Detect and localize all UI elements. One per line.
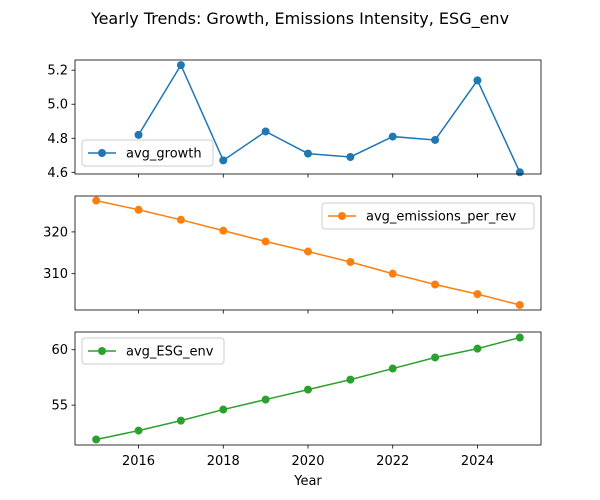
- subplot-1: 4.6 4.8 5.0 5.2 avg_growth: [47, 59, 542, 181]
- data-point: [134, 426, 143, 435]
- subplot-2: 310 320 avg_emissions_per_rev: [43, 195, 542, 314]
- data-point: [176, 215, 185, 224]
- x-tick-label: 2016: [122, 454, 155, 469]
- subplot-3: 55 60 2016 2018 2020 2022 2024 avg_ESG_env: [51, 331, 542, 469]
- y-tick-label: 5.2: [47, 64, 68, 79]
- data-point: [304, 149, 312, 158]
- data-point: [431, 353, 440, 362]
- data-point: [261, 395, 270, 404]
- data-point: [346, 257, 355, 266]
- x-axis-label: Year: [293, 474, 322, 489]
- data-point: [431, 280, 440, 289]
- x-tick-label: 2018: [207, 454, 240, 469]
- data-point: [515, 333, 524, 342]
- legend: avg_emissions_per_rev: [321, 202, 535, 230]
- data-point: [261, 127, 270, 136]
- y-tick-label: 4.6: [47, 166, 68, 181]
- legend-box: [81, 337, 225, 365]
- data-point: [515, 168, 524, 177]
- data-point: [388, 269, 397, 278]
- data-point: [261, 237, 270, 246]
- legend-marker: [98, 149, 106, 157]
- data-point: [346, 375, 355, 384]
- figure-title: Yearly Trends: Growth, Emissions Intensi…: [90, 9, 509, 29]
- data-point: [473, 76, 482, 85]
- data-point: [515, 300, 524, 309]
- legend: avg_ESG_env: [81, 337, 225, 365]
- data-point: [346, 152, 355, 161]
- x-tick-label: 2022: [376, 454, 409, 469]
- y-tick-label: 320: [43, 225, 68, 240]
- series-line-avg_growth: [137, 63, 521, 173]
- y-tick-label: 310: [43, 267, 68, 282]
- data-point: [219, 156, 228, 165]
- data-point: [134, 205, 143, 214]
- data-point: [473, 290, 482, 299]
- y-tick-label: 55: [51, 399, 68, 414]
- data-point: [92, 435, 101, 444]
- y-tick-label: 5.0: [47, 98, 68, 113]
- y-tick-label: 4.8: [47, 132, 68, 147]
- legend-box: [321, 202, 535, 230]
- data-point: [431, 135, 440, 144]
- x-tick-label: 2020: [291, 454, 324, 469]
- data-point: [219, 226, 228, 235]
- legend-marker: [338, 212, 346, 220]
- y-tick-label: 60: [51, 343, 68, 358]
- legend: avg_growth: [81, 139, 214, 167]
- legend-marker: [98, 347, 106, 355]
- data-point: [388, 132, 397, 141]
- legend-label: avg_ESG_env: [126, 345, 214, 360]
- data-point: [304, 247, 312, 256]
- data-point: [388, 364, 397, 373]
- x-tick-label: 2024: [461, 454, 494, 469]
- data-point: [473, 344, 482, 353]
- legend-box: [81, 139, 214, 167]
- data-point: [176, 61, 185, 70]
- data-point: [134, 130, 143, 139]
- data-point: [219, 405, 228, 414]
- legend-label: avg_emissions_per_rev: [366, 210, 516, 225]
- data-point: [92, 196, 101, 205]
- data-point: [176, 416, 185, 425]
- data-point: [304, 385, 312, 394]
- legend-label: avg_growth: [126, 147, 202, 162]
